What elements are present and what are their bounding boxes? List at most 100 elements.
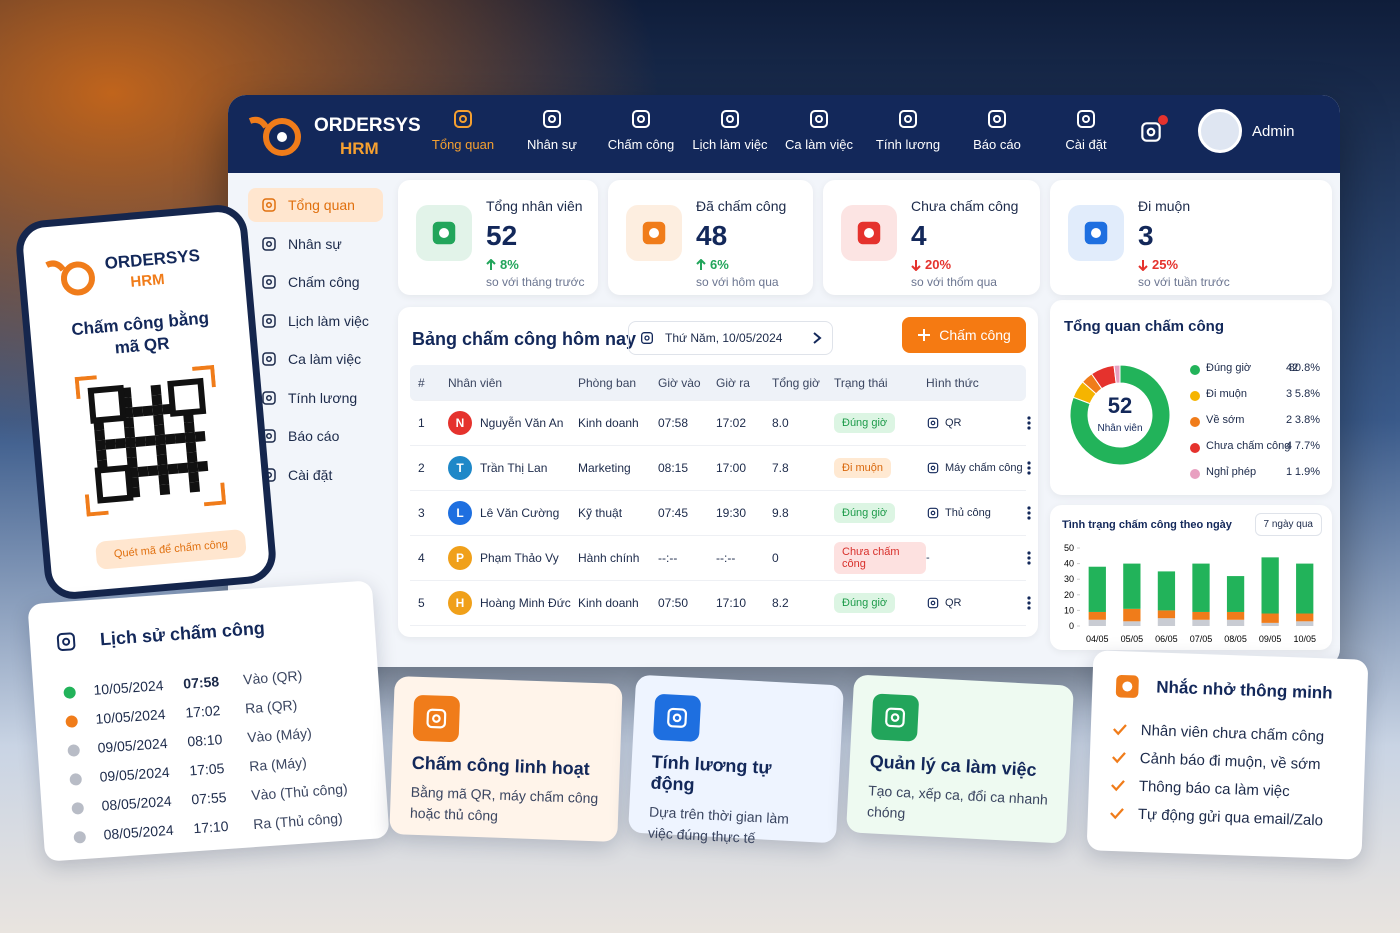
x-tick-label: 08/05 xyxy=(1224,634,1247,644)
scan-button[interactable]: Quét mã để chấm công xyxy=(95,528,247,570)
logo xyxy=(248,116,301,156)
stat-value: 52 xyxy=(486,220,518,251)
range-select[interactable]: 7 ngày qua xyxy=(1254,513,1322,536)
qr-module xyxy=(142,405,154,417)
table-row[interactable]: 2 T Trần Thị Lan Marketing 08:15 17:00 7.8 Đi m… xyxy=(410,446,1031,491)
nav-item[interactable]: Chấm công xyxy=(596,107,686,152)
icon xyxy=(543,110,561,128)
reminder-item: Tự động gửi qua email/Zalo xyxy=(1107,799,1343,835)
history-action: Ra (Máy) xyxy=(248,754,308,775)
icon xyxy=(927,507,939,519)
reminder-item: Thông báo ca làm việc xyxy=(1108,771,1344,807)
history-time: 17:02 xyxy=(184,702,221,721)
icon-shape xyxy=(721,110,739,128)
nav-label: Nhân sự xyxy=(527,137,577,152)
cell-out: 17:00 xyxy=(716,461,747,475)
icon-dot xyxy=(993,115,1001,123)
history-time: 17:10 xyxy=(192,817,229,837)
column-header: Trạng thái xyxy=(834,375,888,390)
add-button[interactable]: Chấm công xyxy=(902,317,1026,353)
table-row[interactable]: 3 L Lê Văn Cường Kỹ thuật 07:45 19:30 9.8 Đúng … xyxy=(410,491,1031,536)
employee-name: Phạm Thảo Vy xyxy=(480,551,559,565)
method-label: Máy chấm công xyxy=(945,462,1023,474)
qr-module xyxy=(144,435,156,447)
table-row[interactable]: 4 P Phạm Thảo Vy Hành chính --:-- --:-- 0 Chưa … xyxy=(410,536,1031,581)
cell-out: --:-- xyxy=(716,551,736,565)
table-row[interactable]: 1 N Nguyễn Văn An Kinh doanh 07:58 17:02 8.0 Đú… xyxy=(410,401,1031,446)
icon xyxy=(426,708,447,729)
sidebar-item[interactable]: Tính lương xyxy=(248,381,383,415)
legend-count: 3 xyxy=(1286,388,1293,400)
sidebar-item[interactable]: Nhân sự xyxy=(248,227,383,261)
sidebar-item[interactable]: Tổng quan xyxy=(248,188,383,222)
chevron xyxy=(813,332,822,344)
stat-icon xyxy=(1068,205,1124,261)
sidebar-item[interactable]: Lịch làm việc xyxy=(248,304,383,338)
qr-module xyxy=(124,427,136,438)
y-tick-label: 20 xyxy=(1064,590,1074,600)
legend-percent: 5.8% xyxy=(1294,388,1320,400)
qr-module xyxy=(150,384,162,396)
icon-dot xyxy=(644,335,650,341)
icon-dot xyxy=(672,713,682,723)
logo-arc xyxy=(45,260,66,272)
icon-shape xyxy=(262,352,276,366)
icon-dot xyxy=(432,714,441,723)
nav-item[interactable]: Tổng quan xyxy=(418,107,508,152)
phone-product: HRM xyxy=(129,270,166,291)
add-button-label: Chấm công xyxy=(939,327,1011,343)
nav-item[interactable]: Ca làm việc xyxy=(774,107,864,152)
icon-dot xyxy=(890,713,900,722)
bar-segment xyxy=(1226,576,1245,612)
sidebar-item[interactable]: Chấm công xyxy=(248,265,383,299)
qr-finder xyxy=(87,384,127,424)
icon-dot xyxy=(266,240,272,247)
nav-item[interactable]: Lịch làm việc xyxy=(685,107,775,152)
plus-shape xyxy=(918,329,931,341)
legend-percent: 3.8% xyxy=(1294,414,1320,426)
icon-dot xyxy=(266,202,272,208)
table-row[interactable]: 5 H Hoàng Minh Đức Kinh doanh 07:50 17:10 8.2 Đ… xyxy=(410,581,1031,626)
icon xyxy=(1115,674,1139,698)
stat-change-value: 8% xyxy=(500,257,519,272)
nav-item[interactable]: Cài đặt xyxy=(1041,107,1131,152)
qr-module xyxy=(183,421,195,433)
nav-item[interactable]: Tính lương xyxy=(863,107,953,152)
logo-ring xyxy=(60,261,95,296)
qr-module xyxy=(158,474,170,486)
donut-total-label: Nhân viên xyxy=(1097,423,1142,434)
user-name[interactable]: Admin xyxy=(1252,123,1295,140)
feature-desc: Dựa trên thời gian làm việc đúng thực tế xyxy=(647,803,790,847)
bar-segment xyxy=(1123,608,1141,622)
sidebar-item[interactable]: Báo cáo xyxy=(248,419,383,453)
qr-finder xyxy=(94,464,134,504)
icon-dot xyxy=(1082,115,1090,123)
icon xyxy=(632,110,650,128)
qr-finder xyxy=(167,377,207,417)
donut-slice xyxy=(1113,364,1121,384)
sidebar-item[interactable]: Ca làm việc xyxy=(248,342,383,376)
avatar-initial: H xyxy=(448,591,472,615)
nav-item[interactable]: Báo cáo xyxy=(952,107,1042,152)
sidebar-label: Ca làm việc xyxy=(288,351,362,367)
stat-change: 20% xyxy=(911,257,951,272)
avatar-initial: L xyxy=(448,501,472,525)
nav-item[interactable]: Nhân sự xyxy=(507,107,597,152)
y-tick-label: 10 xyxy=(1064,605,1074,615)
reminder-text: Cảnh báo đi muộn, về sớm xyxy=(1139,749,1321,773)
bell[interactable] xyxy=(1138,119,1164,150)
reminder-title: Nhắc nhở thông minh xyxy=(1155,677,1333,703)
date-picker[interactable]: Thứ Năm, 10/05/2024 xyxy=(628,321,833,355)
history-action: Vào (Thủ công) xyxy=(250,780,349,804)
cell-hours: 8.0 xyxy=(772,416,789,430)
method: Máy chấm công xyxy=(926,461,1026,475)
status-badge: Đi muộn xyxy=(834,458,891,478)
icon xyxy=(262,275,276,289)
phone: ORDERSYS HRM Chấm công bằng mã QR Quét mã đ… xyxy=(13,202,279,602)
arrow-shape xyxy=(1138,259,1148,271)
column-header: Tổng giờ xyxy=(772,375,820,390)
avatar[interactable] xyxy=(1198,109,1242,153)
history-action: Vào (Máy) xyxy=(246,724,313,746)
icon-dot xyxy=(637,115,645,123)
